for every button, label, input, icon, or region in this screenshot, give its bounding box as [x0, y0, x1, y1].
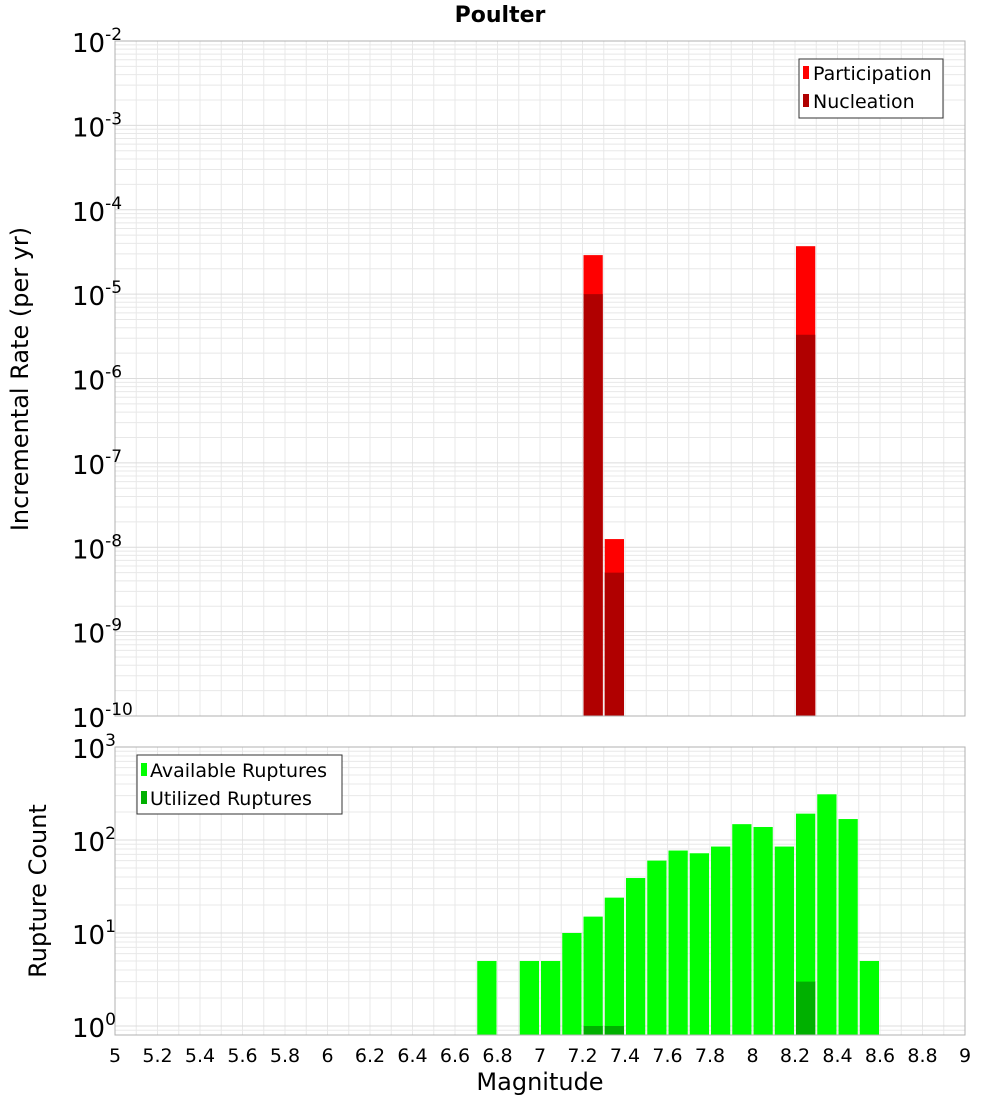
top-y-tick-label: 10-8	[72, 531, 122, 565]
x-tick-label: 6	[321, 1045, 333, 1067]
chart-title: Poulter	[455, 3, 546, 28]
top-bar-nucleation	[796, 334, 816, 716]
bottom-y-tick-label: 100	[72, 1010, 116, 1044]
top-bars	[583, 246, 816, 716]
top-y-tick-label: 10-2	[72, 25, 122, 59]
bottom-bar-available-ruptures	[626, 878, 646, 1035]
top-y-tick-label: 10-5	[72, 278, 122, 312]
x-tick-label: 8.8	[907, 1045, 937, 1067]
x-tick-label: 5.2	[142, 1045, 172, 1067]
bottom-bar-available-ruptures	[774, 846, 794, 1035]
top-y-tick-label: 10-7	[72, 447, 122, 481]
legend-nucleation: Nucleation	[813, 91, 915, 113]
bottom-y-tick-label: 103	[72, 731, 116, 765]
top-bar-nucleation	[583, 294, 603, 716]
bottom-bar-available-ruptures	[477, 960, 497, 1035]
top-legend: Participation Nucleation	[798, 58, 944, 119]
bottom-plot-panel: 103 102 101 100 Rupture Count Available Rup…	[24, 731, 966, 1044]
x-tick-label: 7.4	[610, 1045, 640, 1067]
x-tick-label: 6.8	[482, 1045, 512, 1067]
bottom-bar-available-ruptures	[541, 960, 561, 1035]
x-tick-label: 6.2	[355, 1045, 385, 1067]
bottom-bar-available-ruptures	[519, 960, 539, 1035]
x-tick-label: 5.8	[270, 1045, 300, 1067]
bottom-bar-available-ruptures	[711, 846, 731, 1035]
top-plot-panel: 10-2 10-3 10-4 10-5 10-6 10-7 10-8 10-9 10-10 In…	[6, 25, 966, 734]
top-y-tick-label: 10-3	[72, 109, 122, 143]
bottom-bar-available-ruptures	[647, 860, 667, 1035]
x-tick-label: 5.6	[227, 1045, 257, 1067]
bottom-bar-available-ruptures	[583, 916, 603, 1035]
bottom-bar-utilized-ruptures	[583, 1025, 603, 1035]
bottom-bar-available-ruptures	[817, 794, 837, 1035]
x-axis-label: Magnitude	[476, 1068, 603, 1096]
x-tick-label: 8.2	[780, 1045, 810, 1067]
bottom-bar-utilized-ruptures	[604, 1025, 624, 1035]
x-tick-label: 8	[746, 1045, 758, 1067]
participation-swatch	[803, 66, 809, 79]
legend-utilized: Utilized Ruptures	[150, 788, 312, 810]
x-tick-label: 6.4	[397, 1045, 427, 1067]
bottom-bars	[477, 794, 879, 1035]
x-tick-label: 7.6	[652, 1045, 682, 1067]
bottom-bar-utilized-ruptures	[796, 981, 816, 1035]
bottom-plot-frame	[114, 746, 966, 1036]
bottom-y-tick-label: 102	[72, 824, 116, 858]
top-plot-frame	[114, 40, 966, 717]
utilized-swatch	[141, 791, 147, 804]
top-bar-nucleation	[604, 572, 624, 716]
top-y-tick-label: 10-9	[72, 616, 122, 650]
bottom-legend: Available Ruptures Utilized Ruptures	[136, 754, 343, 815]
bottom-y-ticks: 103 102 101 100	[72, 731, 116, 1044]
x-tick-label: 7	[534, 1045, 546, 1067]
x-tick-label: 7.8	[695, 1045, 725, 1067]
legend-participation: Participation	[813, 63, 932, 85]
legend-available: Available Ruptures	[150, 760, 327, 782]
top-y-tick-label: 10-4	[72, 194, 122, 228]
top-gridlines	[114, 41, 966, 717]
bottom-y-tick-label: 101	[72, 917, 116, 951]
bottom-bar-available-ruptures	[562, 932, 582, 1035]
bottom-bar-available-ruptures	[732, 824, 752, 1035]
x-ticks: 5 5.2 5.4 5.6 5.8 6 6.2 6.4 6.6 6.8 7 7.2 7.4 7.6 7.8 8…	[109, 1045, 971, 1067]
x-tick-label: 5	[109, 1045, 121, 1067]
top-y-tick-label: 10-10	[72, 700, 133, 734]
top-y-tick-label: 10-6	[72, 363, 122, 397]
bottom-bar-available-ruptures	[796, 813, 816, 1035]
bottom-legend-box	[136, 754, 343, 815]
bottom-bar-available-ruptures	[689, 853, 709, 1035]
bottom-bar-available-ruptures	[668, 850, 688, 1035]
top-legend-box	[798, 58, 944, 119]
bottom-bar-available-ruptures	[859, 960, 879, 1035]
x-tick-label: 6.6	[440, 1045, 470, 1067]
x-tick-label: 8.6	[865, 1045, 895, 1067]
x-tick-label: 9	[959, 1045, 971, 1067]
nucleation-swatch	[803, 94, 809, 107]
bottom-bar-available-ruptures	[838, 819, 858, 1035]
top-y-axis-label: Incremental Rate (per yr)	[6, 227, 34, 531]
bottom-bar-available-ruptures	[753, 826, 773, 1035]
x-tick-label: 7.2	[567, 1045, 597, 1067]
top-y-ticks: 10-2 10-3 10-4 10-5 10-6 10-7 10-8 10-9 10-10	[72, 25, 133, 734]
available-swatch	[141, 763, 147, 776]
bottom-bar-available-ruptures	[604, 897, 624, 1035]
x-tick-label: 5.4	[185, 1045, 215, 1067]
x-tick-label: 8.4	[822, 1045, 852, 1067]
bottom-y-axis-label: Rupture Count	[24, 804, 52, 978]
